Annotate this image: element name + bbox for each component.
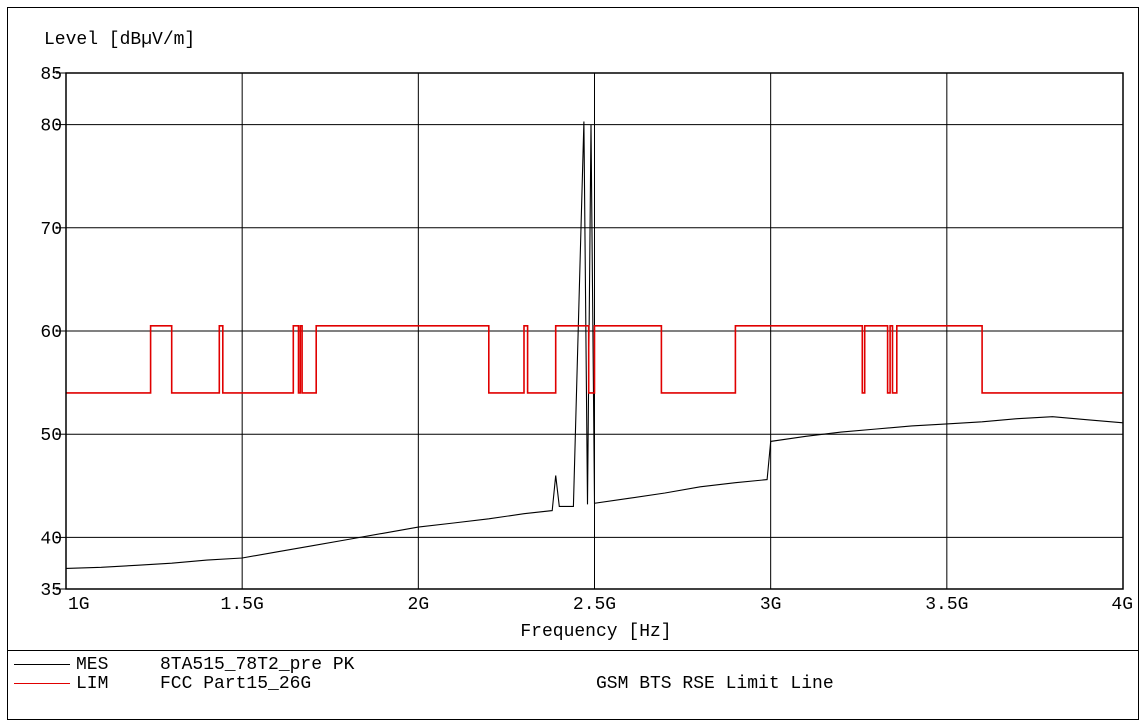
x-axis-title: Frequency [Hz] — [520, 622, 671, 642]
y-tick-label: 80 — [40, 117, 62, 137]
x-tick-label: 2.5G — [573, 595, 616, 615]
x-tick-label: 3.5G — [925, 595, 968, 615]
x-tick-label: 1.5G — [221, 595, 264, 615]
legend-name-lim: FCC Part15_26G — [160, 674, 312, 694]
legend-divider — [7, 650, 1139, 651]
series-line-lim — [66, 324, 1123, 394]
y-tick-label: 50 — [40, 426, 62, 446]
series-line-mes — [65, 121, 1124, 569]
legend-tag-lim: LIM — [76, 674, 109, 694]
y-tick-label: 70 — [40, 220, 62, 240]
legend-tag-mes: MES — [76, 655, 109, 675]
x-tick-label: 1G — [68, 595, 90, 615]
legend-note-lim: GSM BTS RSE Limit Line — [596, 674, 834, 694]
x-tick-label: 4G — [1111, 595, 1133, 615]
y-tick-label: 35 — [40, 581, 62, 601]
y-tick-label: 60 — [40, 323, 62, 343]
y-tick-label: 40 — [40, 529, 62, 549]
legend-name-mes: 8TA515_78T2_pre PK — [160, 655, 355, 675]
y-tick-label: 85 — [40, 65, 62, 85]
legend-line-mes — [14, 664, 70, 665]
tick-labels: 35 40 50 60 70 80 85 1G 1.5G 2G 2.5G 3G 3.5G 4G — [40, 65, 1133, 615]
x-tick-label: 2G — [408, 595, 430, 615]
x-tick-label: 3G — [760, 595, 782, 615]
chart-frame — [7, 7, 1139, 720]
legend-line-lim — [14, 683, 70, 684]
y-axis-title: Level [dBµV/m] — [44, 30, 195, 50]
plot-border — [65, 72, 1124, 590]
series-group — [65, 121, 1124, 569]
